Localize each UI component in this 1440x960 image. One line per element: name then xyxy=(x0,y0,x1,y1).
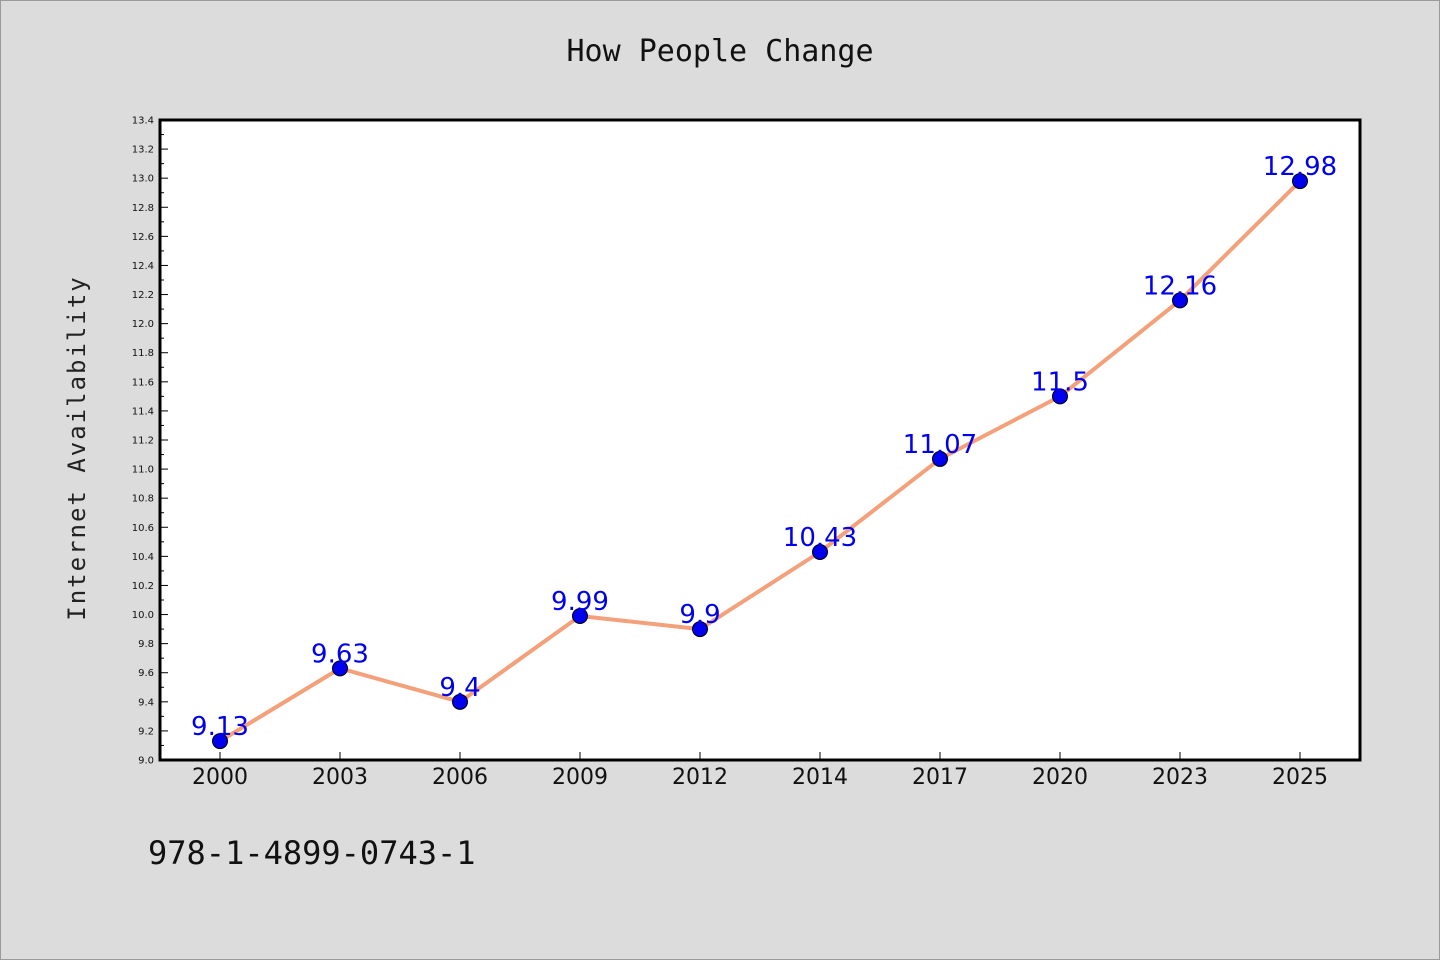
y-axis-label: Internet Availability xyxy=(63,275,91,620)
y-tick-label: 9.0 xyxy=(138,756,154,767)
data-label: 12.16 xyxy=(1143,271,1217,301)
y-tick-label: 12.0 xyxy=(132,319,154,330)
y-tick-label: 12.4 xyxy=(132,261,154,272)
x-tick-label: 2014 xyxy=(792,765,848,790)
data-label: 9.99 xyxy=(551,587,609,617)
data-point xyxy=(1052,388,1068,405)
data-point xyxy=(692,621,708,638)
y-tick-label: 11.6 xyxy=(132,377,154,388)
chart-title: How People Change xyxy=(566,34,874,69)
x-tick-label: 2003 xyxy=(312,765,368,790)
x-tick-label: 2017 xyxy=(912,765,968,790)
data-label: 10.43 xyxy=(783,523,857,553)
data-label: 9.9 xyxy=(679,600,720,630)
y-tick-label: 11.2 xyxy=(132,436,154,447)
data-point xyxy=(332,660,348,677)
data-point xyxy=(212,733,228,750)
data-label: 9.4 xyxy=(439,673,480,703)
y-tick-label: 12.2 xyxy=(132,290,154,301)
y-tick-label: 11.0 xyxy=(132,465,154,476)
y-tick-label: 13.2 xyxy=(132,145,154,156)
y-tick-label: 10.4 xyxy=(132,552,154,563)
data-label: 9.63 xyxy=(311,639,369,669)
y-axis: 9.0 9.2 9.4 9.6 9.8 10.0 10.2 10.4 10.6 10.8 11.0 1… xyxy=(132,116,168,767)
data-point xyxy=(812,544,828,560)
data-label: 12.98 xyxy=(1263,152,1337,182)
x-tick-label: 2006 xyxy=(432,765,488,790)
y-tick-label: 9.2 xyxy=(138,726,154,737)
y-tick-label: 11.8 xyxy=(132,348,154,359)
x-tick-label: 2023 xyxy=(1152,765,1208,790)
x-tick-label: 2009 xyxy=(552,765,608,790)
data-point xyxy=(572,608,588,624)
plot-area xyxy=(158,118,1362,762)
x-tick-label: 2025 xyxy=(1272,765,1328,790)
x-tick-label: 2000 xyxy=(192,765,248,790)
data-point xyxy=(1292,173,1308,190)
series-line xyxy=(218,179,1302,743)
isbn-text: 978-1-4899-0743-1 xyxy=(148,834,476,872)
y-tick-label: 10.8 xyxy=(132,494,154,505)
y-tick-label: 9.6 xyxy=(138,668,154,679)
data-point xyxy=(1172,292,1188,309)
data-point xyxy=(452,693,468,710)
y-tick-label: 10.6 xyxy=(132,523,154,534)
data-label: 11.07 xyxy=(903,430,977,460)
y-tick-label: 12.8 xyxy=(132,203,154,214)
y-tick-label: 9.8 xyxy=(138,639,154,650)
data-label: 9.13 xyxy=(191,712,249,742)
data-label: 11.5 xyxy=(1031,367,1089,397)
x-axis: 2000 2003 2006 2009 2012 2014 2017 2020 2023 2025 xyxy=(192,752,1328,790)
y-tick-label: 13.0 xyxy=(132,174,154,185)
y-tick-label: 13.4 xyxy=(132,116,154,127)
y-tick-label: 10.0 xyxy=(132,610,154,621)
y-tick-label: 12.6 xyxy=(132,232,154,243)
y-tick-label: 10.2 xyxy=(132,581,154,592)
y-tick-label: 9.4 xyxy=(138,697,154,708)
x-tick-label: 2020 xyxy=(1032,765,1088,790)
y-tick-label: 11.4 xyxy=(132,406,154,417)
x-tick-label: 2012 xyxy=(672,765,728,790)
data-point xyxy=(932,450,948,467)
series: 9.13 9.63 9.4 9.99 9.9 10.43 11.07 11.5 12.16 12.… xyxy=(191,152,1337,750)
